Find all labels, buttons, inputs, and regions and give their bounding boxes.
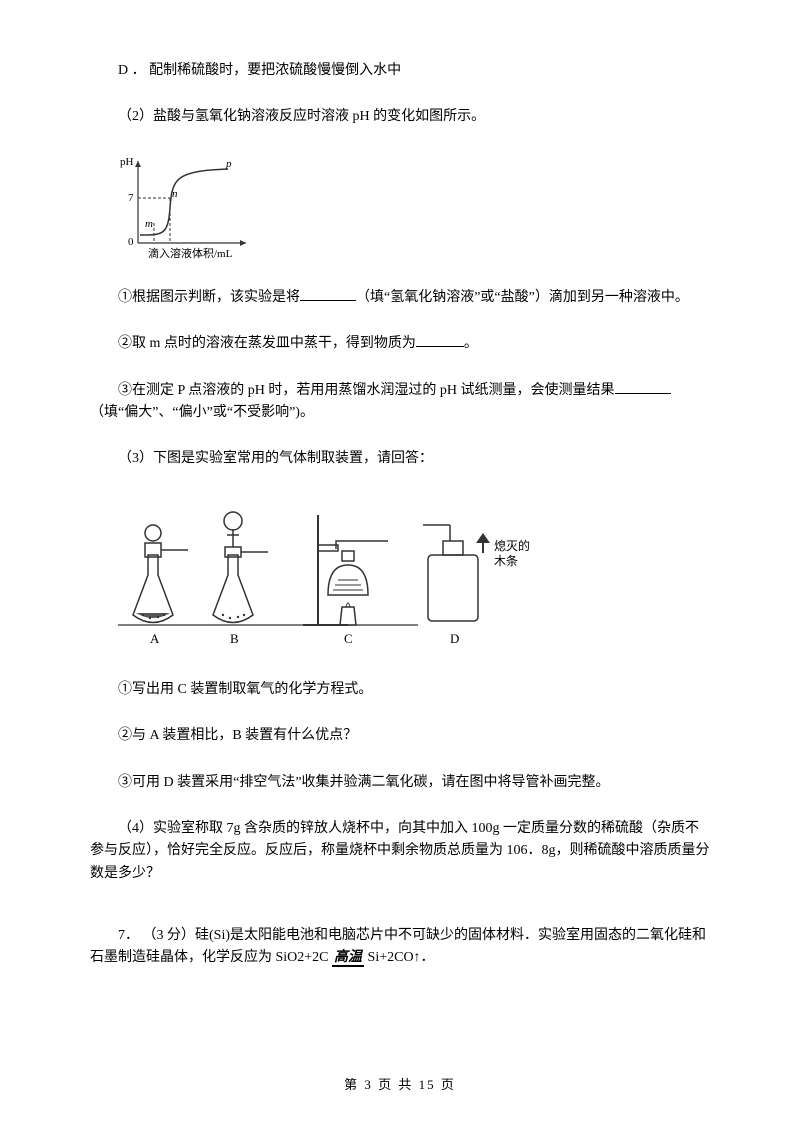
q2-sub1-a: ①根据图示判断，该实验是将 — [118, 290, 300, 305]
ph-x-label: 滴入溶液体积/mL — [148, 246, 233, 260]
q2-sub2: ②取 m 点时的溶液在蒸发皿中蒸干，得到物质为 。 — [90, 333, 710, 355]
apparatus-figure: A B C D — [118, 495, 710, 655]
q2-sub3-a: ③在测定 P 点溶液的 pH 时，若用用蒸馏水润湿过的 pH 试纸测量，会使测量… — [118, 383, 615, 398]
q2-sub3: ③在测定 P 点溶液的 pH 时，若用用蒸馏水润湿过的 pH 试纸测量，会使测量… — [90, 380, 710, 425]
label-c: C — [344, 631, 353, 646]
q4-text: （4）实验室称取 7g 含杂质的锌放人烧杯中，向其中加入 100g 一定质量分数… — [90, 818, 710, 885]
blank-3[interactable] — [615, 380, 671, 394]
note-line2: 木条 — [494, 554, 518, 568]
page-footer: 第 3 页 共 15 页 — [0, 1075, 800, 1096]
option-d-text: D ． 配制稀硫酸时，要把浓硫酸慢慢倒入水中 — [90, 60, 710, 82]
ph-tick-0: 0 — [128, 236, 134, 248]
ph-y-label: pH — [120, 156, 134, 168]
ph-chart-figure: pH 7 0 p n m 滴入溶液体积/mL — [118, 153, 710, 263]
q3-sub1: ①写出用 C 装置制取氧气的化学方程式。 — [90, 679, 710, 701]
q3-sub3: ③可用 D 装置采用“排空气法”收集并验满二氧化碳，请在图中将导管补画完整。 — [90, 772, 710, 794]
q2-sub2-a: ②取 m 点时的溶液在蒸发皿中蒸干，得到物质为 — [118, 336, 416, 351]
ph-tick-7: 7 — [128, 192, 134, 204]
label-a: A — [150, 631, 160, 646]
ph-point-p: p — [225, 158, 232, 170]
q3-sub2: ②与 A 装置相比，B 装置有什么优点？ — [90, 725, 710, 747]
ph-point-m: m — [145, 218, 153, 230]
q2-sub3-b: （填“偏大”、“偏小”或“不受影响”)。 — [90, 405, 314, 420]
q2-sub1-b: （填“氢氧化钠溶液”或“盐酸”）滴加到另一种溶液中。 — [356, 290, 689, 305]
note-line1: 熄灭的 — [494, 538, 530, 553]
q3-intro: （3）下图是实验室常用的气体制取装置，请回答： — [90, 448, 710, 470]
ph-point-n: n — [172, 188, 178, 200]
q7-condition: 高温 — [332, 950, 364, 967]
label-d: D — [450, 631, 459, 646]
q7-b: Si+2CO↑． — [364, 950, 435, 965]
q2-sub2-b: 。 — [464, 336, 478, 351]
blank-2[interactable] — [416, 333, 464, 347]
blank-1[interactable] — [300, 287, 356, 301]
ph-chart-svg: pH 7 0 p n m 滴入溶液体积/mL — [118, 153, 258, 263]
q2-sub1: ①根据图示判断，该实验是将 （填“氢氧化钠溶液”或“盐酸”）滴加到另一种溶液中。 — [90, 287, 710, 309]
q7-text: 7． （3 分）硅(Si)是太阳能电池和电脑芯片中不可缺少的固体材料．实验室用固… — [90, 925, 710, 970]
apparatus-svg: A B C D — [118, 495, 538, 655]
label-b: B — [230, 631, 239, 646]
q2-intro: （2）盐酸与氢氧化钠溶液反应时溶液 pH 的变化如图所示。 — [90, 106, 710, 128]
